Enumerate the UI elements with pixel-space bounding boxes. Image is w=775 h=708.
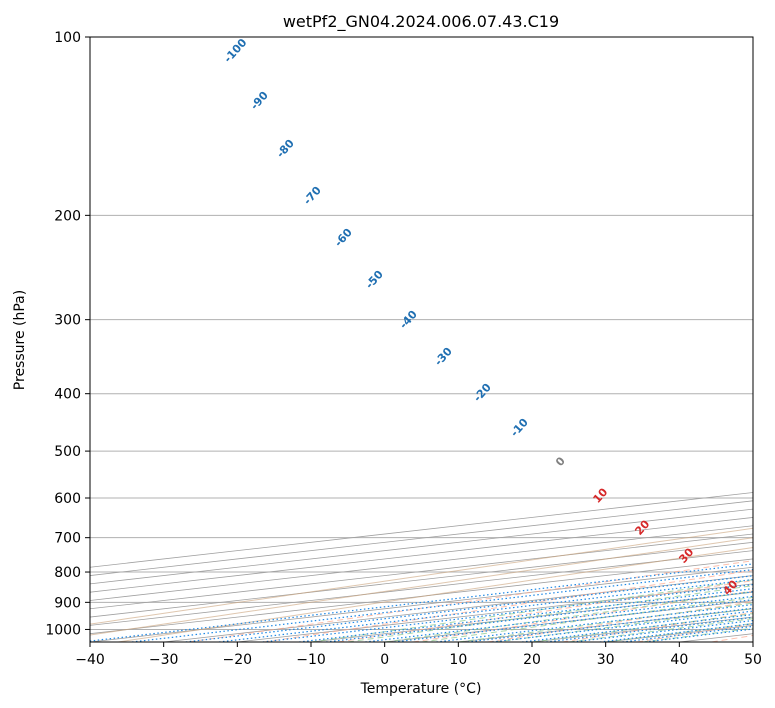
isotherm-line <box>90 517 753 593</box>
y-tick-label: 100 <box>54 30 81 46</box>
y-tick-label: 800 <box>54 565 81 581</box>
y-tick-label: 400 <box>54 387 81 403</box>
isotherm-line <box>90 508 753 585</box>
y-tick-label: 1000 <box>45 622 81 638</box>
axes: −40 −30 −20 −10 0 10 20 30 40 50 100 200 300 400 500 60… <box>45 30 762 668</box>
mixing-ratio-line <box>394 599 753 642</box>
reference-curve <box>118 547 753 642</box>
x-tick-label: 10 <box>449 652 467 668</box>
x-tick-label: 40 <box>670 652 688 668</box>
y-tick-label: 600 <box>54 491 81 507</box>
x-tick-label: −10 <box>296 652 326 668</box>
mixing-ratio-line <box>326 591 753 642</box>
x-tick-label: −30 <box>149 652 179 668</box>
reference-curve <box>90 537 753 636</box>
y-tick-label: 200 <box>54 208 81 224</box>
reference-curve <box>90 527 753 625</box>
x-tick-label: 50 <box>744 652 762 668</box>
dry-adiabat-line <box>188 560 753 642</box>
background-lines <box>90 37 753 642</box>
mixing-ratio-line <box>365 595 753 642</box>
isotherm-line <box>90 500 753 576</box>
x-tick-label: 0 <box>380 652 389 668</box>
y-tick-label: 700 <box>54 531 81 547</box>
x-tick-label: −20 <box>223 652 253 668</box>
isotherm-line <box>90 525 753 601</box>
isotherm-line <box>90 492 753 568</box>
plot-background <box>90 37 753 642</box>
y-tick-label: 300 <box>54 313 81 329</box>
mixing-ratio-line <box>436 603 753 642</box>
plot-frame <box>89 36 754 643</box>
y-axis-label: Pressure (hPa) <box>12 290 28 390</box>
x-tick-label: −40 <box>75 652 105 668</box>
x-tick-label: 30 <box>597 652 615 668</box>
moist-adiabat-line <box>421 596 753 642</box>
moist-adiabat-line <box>310 579 753 642</box>
chart-title: wetPf2_GN04.2024.006.07.43.C19 <box>283 12 559 32</box>
isotherm-line <box>752 641 753 642</box>
x-axis-label: Temperature (°C) <box>360 681 482 697</box>
x-tick-label: 20 <box>523 652 541 668</box>
y-tick-label: 500 <box>54 444 81 460</box>
y-tick-label: 900 <box>54 595 81 611</box>
isotherm-line <box>90 533 753 610</box>
moist-adiabat-line <box>347 585 753 642</box>
